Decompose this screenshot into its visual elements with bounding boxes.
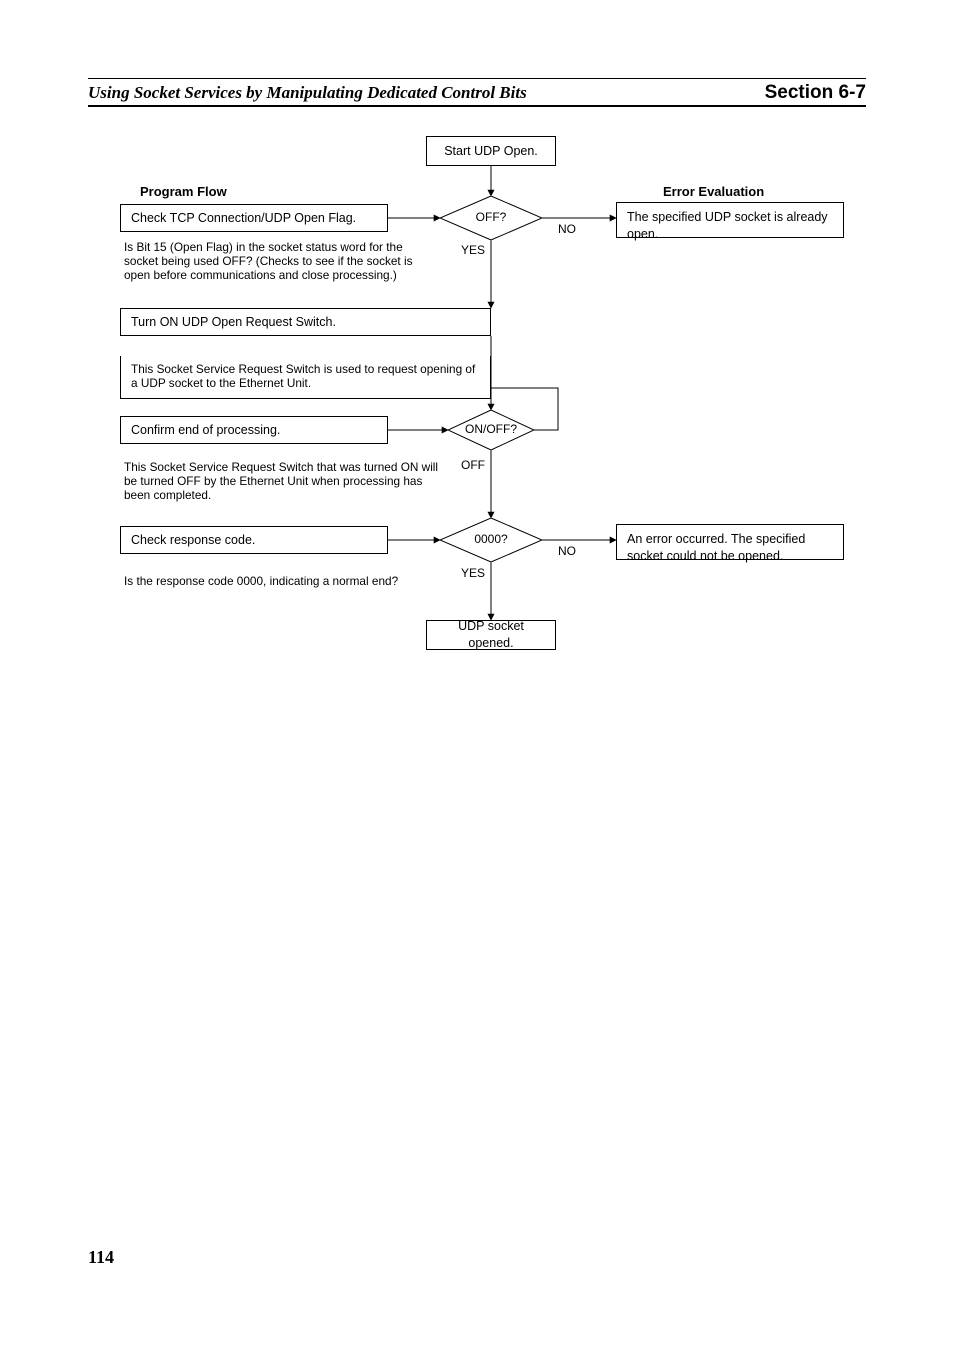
page-number: 114 xyxy=(88,1247,114,1268)
page-header: Using Socket Services by Manipulating De… xyxy=(88,78,866,107)
node-error-open-fail: An error occurred. The specified socket … xyxy=(616,524,844,560)
node-check-flag: Check TCP Connection/UDP Open Flag. xyxy=(120,204,388,232)
node-start: Start UDP Open. xyxy=(426,136,556,166)
node-confirm: Confirm end of processing. xyxy=(120,416,388,444)
edge-no-2: NO xyxy=(558,544,576,558)
node-decision-0000: 0000? xyxy=(440,518,542,562)
header-section: Section 6-7 xyxy=(765,82,866,104)
edge-yes-2: YES xyxy=(461,566,485,580)
node-decision-off: OFF? xyxy=(440,196,542,240)
node-decision-onoff: ON/OFF? xyxy=(448,410,534,450)
heading-program-flow: Program Flow xyxy=(140,184,227,199)
note-check-flag: Is Bit 15 (Open Flag) in the socket stat… xyxy=(124,240,436,282)
node-error-already-open: The specified UDP socket is already open… xyxy=(616,202,844,238)
edge-yes-1: YES xyxy=(461,243,485,257)
node-end: UDP socket opened. xyxy=(426,620,556,650)
note-confirm: This Socket Service Request Switch that … xyxy=(124,460,444,502)
flowchart: Program Flow Error Evaluation Start UDP … xyxy=(88,130,866,660)
note-check-resp: Is the response code 0000, indicating a … xyxy=(124,574,444,588)
note-turn-on: This Socket Service Request Switch is us… xyxy=(120,356,491,399)
heading-error-eval: Error Evaluation xyxy=(663,184,764,199)
node-turn-on: Turn ON UDP Open Request Switch. xyxy=(120,308,491,336)
header-title: Using Socket Services by Manipulating De… xyxy=(88,83,527,103)
edge-no-1: NO xyxy=(558,222,576,236)
node-check-resp: Check response code. xyxy=(120,526,388,554)
edge-off: OFF xyxy=(461,458,485,472)
